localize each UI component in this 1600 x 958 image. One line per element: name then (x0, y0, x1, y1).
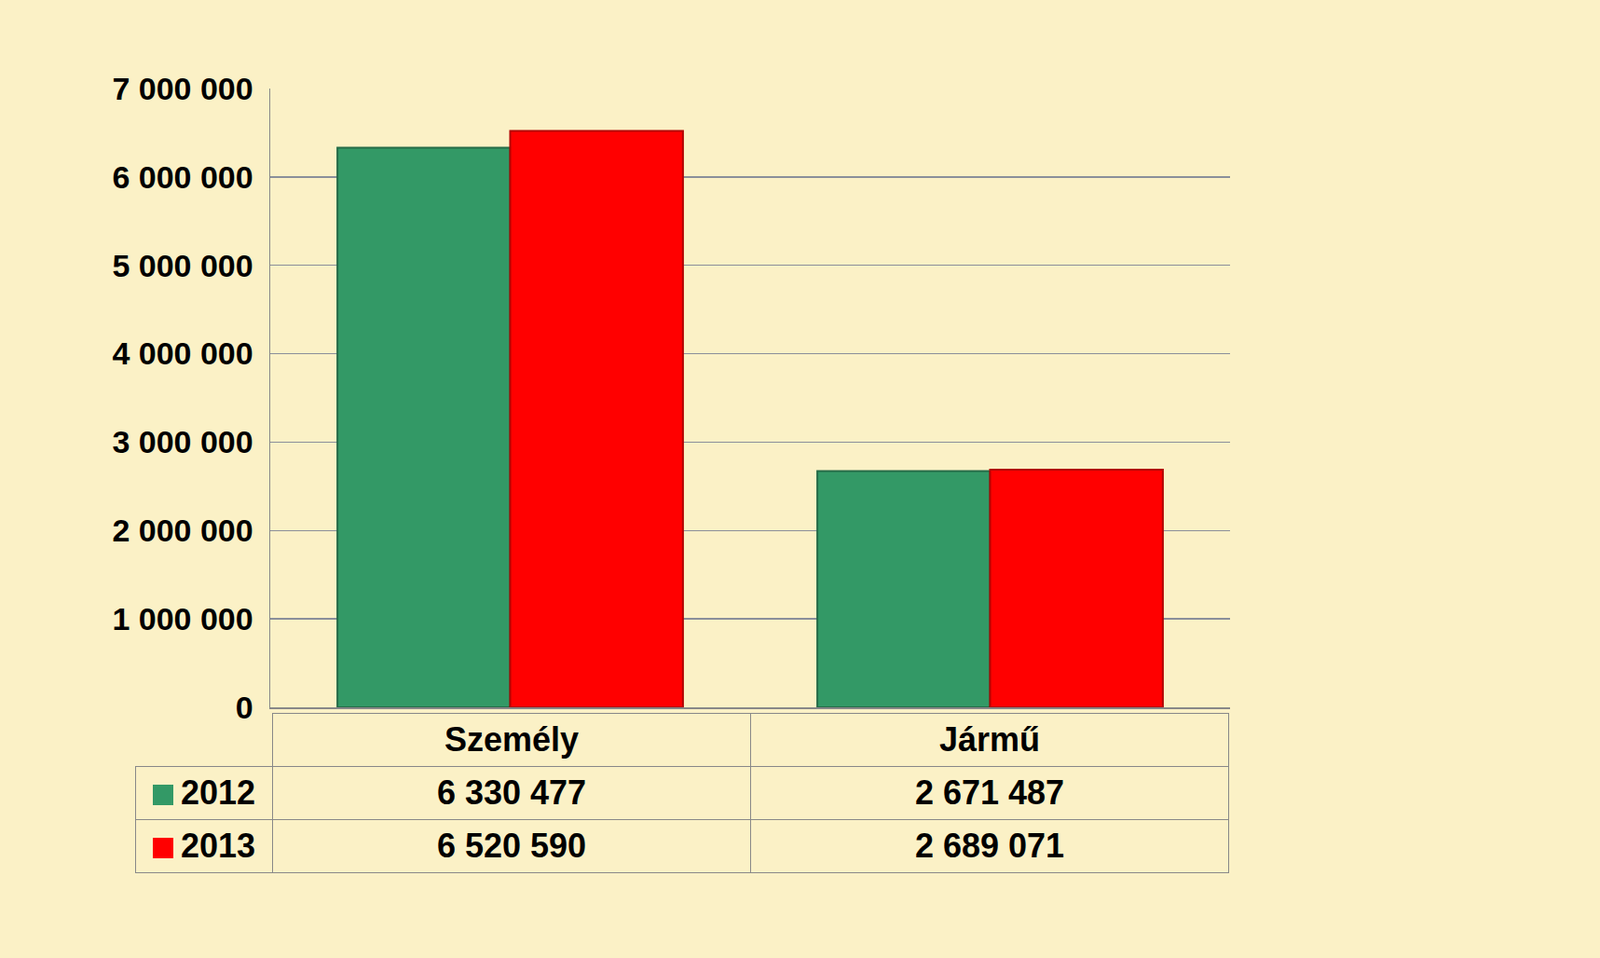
svg-text:6 000 000: 6 000 000 (111, 159, 253, 195)
html-text:Jármű: Jármű (939, 720, 1040, 759)
svg-text:0: 0 (235, 689, 254, 725)
html-text:Személy: Személy (444, 720, 579, 759)
svg-text:2 000 000: 2 000 000 (111, 512, 253, 548)
svg-text:7 000 000: 7 000 000 (111, 70, 253, 107)
html-text:2 689 071: 2 689 071 (914, 826, 1065, 865)
svg-text:5 000 000: 5 000 000 (111, 247, 253, 284)
svg-text:1 000 000: 1 000 000 (111, 601, 253, 637)
html-text:6 330 477: 6 330 477 (436, 773, 587, 812)
html-text:2012: 2012 (180, 773, 256, 812)
html-text:2013: 2013 (180, 826, 256, 865)
html-text:2 671 487: 2 671 487 (914, 773, 1065, 812)
svg-text:3 000 000: 3 000 000 (111, 423, 253, 460)
html-text:6 520 590: 6 520 590 (436, 826, 587, 865)
svg-text:4 000 000: 4 000 000 (111, 335, 253, 371)
